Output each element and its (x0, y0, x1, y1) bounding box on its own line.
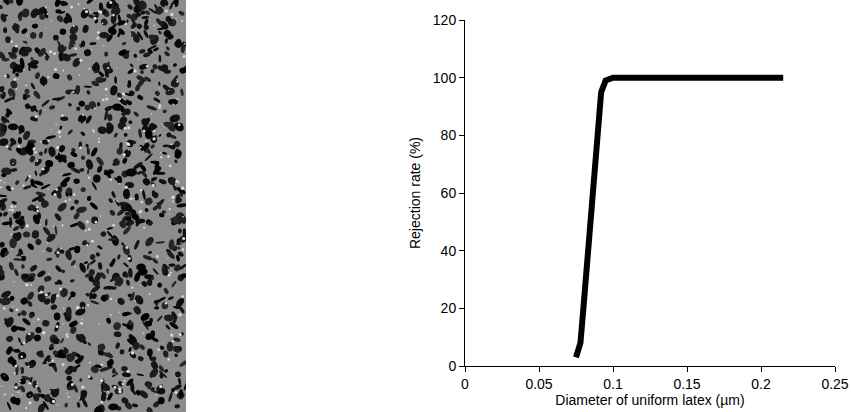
svg-text:0: 0 (448, 358, 456, 374)
svg-text:0.25: 0.25 (821, 376, 848, 392)
svg-text:100: 100 (433, 70, 457, 86)
svg-text:20: 20 (441, 300, 457, 316)
svg-text:0.1: 0.1 (603, 376, 623, 392)
svg-text:Diameter of uniform latex (µm): Diameter of uniform latex (µm) (555, 392, 744, 408)
svg-text:0.15: 0.15 (673, 376, 700, 392)
svg-text:Rejection rate (%): Rejection rate (%) (407, 137, 423, 249)
svg-text:40: 40 (441, 243, 457, 259)
svg-text:120: 120 (433, 12, 457, 28)
svg-text:0.2: 0.2 (751, 376, 771, 392)
svg-text:80: 80 (441, 127, 457, 143)
svg-text:60: 60 (441, 185, 457, 201)
svg-text:0: 0 (461, 376, 469, 392)
svg-text:0.05: 0.05 (525, 376, 552, 392)
